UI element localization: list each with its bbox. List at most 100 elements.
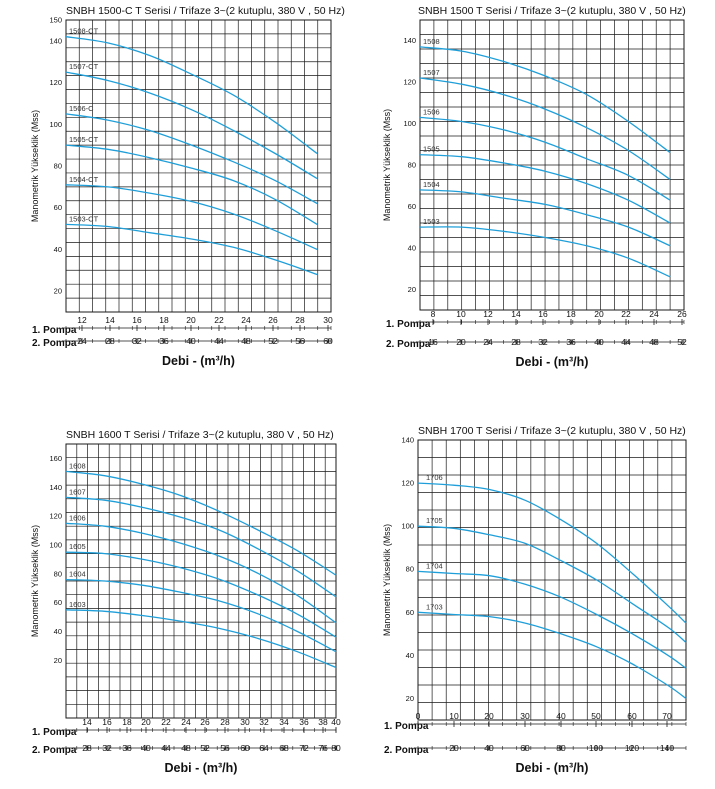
x-tick-label: 10	[456, 309, 466, 319]
y-axis-label: Manometrik Yükseklik (Mss)	[382, 524, 392, 636]
x2-tick-label: 56	[295, 336, 305, 346]
y-tick-label: 120	[49, 78, 62, 87]
series-line	[65, 522, 337, 624]
chart-title: SNBH 1500-C T Serisi / Trifaze 3~(2 kutu…	[66, 5, 345, 17]
x2-tick-label: 68	[279, 743, 289, 753]
series-line	[65, 144, 318, 225]
series-label: 1507	[423, 68, 440, 77]
x-tick-label: 32	[259, 717, 269, 727]
series-label: 1504	[423, 180, 440, 189]
x-tick-label: 20	[186, 315, 196, 325]
series-label: 1508	[423, 37, 440, 46]
x2-tick-label: 36	[159, 336, 169, 346]
series-line	[419, 116, 671, 201]
x-tick-label: 20	[141, 717, 151, 727]
grid	[419, 19, 685, 311]
series-line	[65, 470, 337, 576]
x2-tick-label: 40	[484, 743, 494, 753]
x2-tick-label: 32	[538, 337, 548, 347]
x2-tick-label: 16	[428, 337, 438, 347]
x-tick-label: 20	[594, 309, 604, 319]
chart-panel-1: SNBH 1500-C T Serisi / Trifaze 3~(2 kutu…	[30, 5, 345, 368]
x2-tick-label: 40	[594, 337, 604, 347]
series-line	[65, 578, 337, 653]
x2-tick-label: 48	[649, 337, 659, 347]
series-line	[65, 223, 318, 276]
x2-tick-label: 28	[82, 743, 92, 753]
y-tick-label: 80	[406, 565, 414, 574]
series-line	[65, 609, 337, 669]
series-line	[417, 570, 687, 669]
series-label: 1505	[423, 145, 440, 154]
x-tick-label: 8	[431, 309, 436, 319]
axis1-label: 1. Pompa	[386, 319, 431, 330]
y-tick-label: 140	[49, 36, 62, 45]
series-line	[417, 611, 687, 700]
series-label: 1508-CT	[69, 27, 99, 36]
x-tick-label: 14	[82, 717, 92, 727]
series-label: 1703	[426, 602, 443, 611]
x2-tick-label: 120	[625, 743, 639, 753]
x2-tick-label: 80	[556, 743, 566, 753]
y-tick-label: 40	[406, 651, 414, 660]
series-line	[65, 496, 337, 598]
x2-tick-label: 40	[141, 743, 151, 753]
x-tick-label: 22	[214, 315, 224, 325]
y-tick-label: 120	[49, 512, 62, 521]
x-tick-label: 20	[484, 711, 494, 721]
x2-tick-label: 40	[186, 336, 196, 346]
series-line	[65, 113, 318, 205]
x-tick-label: 18	[566, 309, 576, 319]
y-tick-label: 20	[54, 656, 62, 665]
x-tick-label: 50	[591, 711, 601, 721]
x-tick-label: 60	[627, 711, 637, 721]
x-tick-label: 30	[520, 711, 530, 721]
x2-tick-label: 60	[323, 336, 333, 346]
chart-title: SNBH 1700 T Serisi / Trifaze 3~(2 kutupl…	[418, 425, 686, 437]
x-axis-label: Debi - (m³/h)	[165, 761, 238, 775]
series-line	[417, 525, 687, 643]
series-label: 1505-CT	[69, 135, 99, 144]
x-tick-label: 16	[538, 309, 548, 319]
x-tick-label: 70	[662, 711, 672, 721]
x-tick-label: 30	[323, 315, 333, 325]
x2-tick-label: 28	[105, 336, 115, 346]
x2-tick-label: 44	[214, 336, 224, 346]
x2-tick-label: 72	[299, 743, 309, 753]
series-label: 1704	[426, 561, 443, 570]
x2-tick-label: 28	[511, 337, 521, 347]
x-tick-label: 36	[299, 717, 309, 727]
series-label: 1604	[69, 570, 86, 579]
axis1-label: 1. Pompa	[32, 325, 77, 336]
plot-frame	[65, 443, 337, 719]
series-label: 1506	[423, 107, 440, 116]
axis1-label: 1. Pompa	[384, 721, 429, 732]
grid	[417, 439, 687, 721]
x2-tick-label: 76	[318, 743, 328, 753]
x-tick-label: 40	[556, 711, 566, 721]
y-tick-label: 120	[403, 78, 416, 87]
chart-panel-4: SNBH 1700 T Serisi / Trifaze 3~(2 kutupl…	[382, 425, 687, 775]
series-label: 1705	[426, 516, 443, 525]
axis2-label: 2. Pompa	[32, 745, 77, 756]
x-tick-label: 26	[200, 717, 210, 727]
x-tick-label: 10	[449, 711, 459, 721]
x-tick-label: 28	[295, 315, 305, 325]
y-tick-label: 80	[54, 569, 62, 578]
x-tick-label: 24	[241, 315, 251, 325]
x-tick-label: 30	[240, 717, 250, 727]
y-axis-label: Manometrik Yükseklik (Mss)	[30, 110, 40, 222]
y-tick-label: 100	[403, 119, 416, 128]
chart-title: SNBH 1600 T Serisi / Trifaze 3~(2 kutupl…	[66, 429, 334, 441]
chart-title: SNBH 1500 T Serisi / Trifaze 3~(2 kutupl…	[418, 5, 686, 17]
x2-tick-label: 44	[161, 743, 171, 753]
y-tick-label: 40	[54, 627, 62, 636]
y-tick-label: 80	[54, 162, 62, 171]
x-tick-label: 16	[132, 315, 142, 325]
x-tick-label: 28	[220, 717, 230, 727]
y-tick-label: 60	[406, 608, 414, 617]
x-tick-label: 22	[621, 309, 631, 319]
x-tick-label: 22	[161, 717, 171, 727]
x-tick-label: 16	[102, 717, 112, 727]
